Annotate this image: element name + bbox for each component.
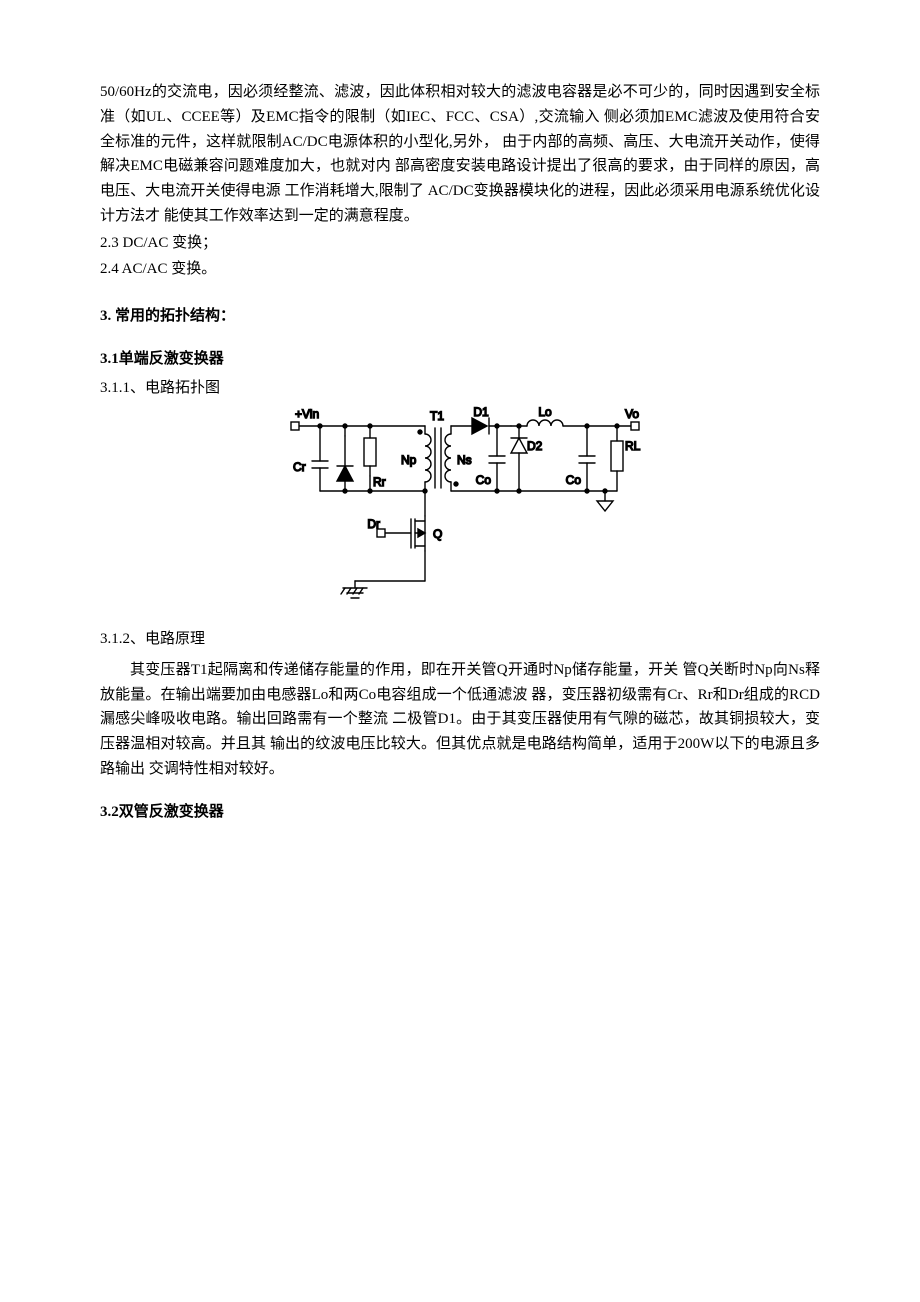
flyback-schematic-svg: +Vin Cr Rr — [265, 406, 655, 606]
circuit-diagram-3-1-1: +Vin Cr Rr — [100, 406, 820, 615]
label-d2: D2 — [527, 439, 543, 453]
heading-3: 3. 常用的拓扑结构： — [100, 304, 820, 329]
label-np: Np — [401, 453, 417, 467]
heading-3-2: 3.2双管反激变换器 — [100, 800, 820, 825]
heading-3-1-2: 3.1.2、电路原理 — [100, 627, 820, 652]
document-page: 50/60Hz的交流电，因必须经整流、滤波，因此体积相对较大的滤波电容器是必不可… — [0, 0, 920, 888]
paragraph-intro: 50/60Hz的交流电，因必须经整流、滤波，因此体积相对较大的滤波电容器是必不可… — [100, 80, 820, 229]
label-lo: Lo — [538, 406, 552, 419]
heading-3-1-1: 3.1.1、电路拓扑图 — [100, 376, 820, 401]
label-d1: D1 — [473, 406, 489, 419]
paragraph-3-1-2: 其变压器T1起隔离和传递储存能量的作用，即在开关管Q开通时Np储存能量，开关 管… — [100, 658, 820, 782]
heading-3-1: 3.1单端反激变换器 — [100, 347, 820, 372]
label-rl: RL — [625, 439, 641, 453]
label-ns: Ns — [457, 453, 472, 467]
label-cr: Cr — [293, 460, 306, 474]
label-rr: Rr — [373, 475, 386, 489]
label-vo: Vo — [625, 407, 639, 421]
line-2-4: 2.4 AC/AC 变换。 — [100, 257, 820, 282]
label-vin: +Vin — [295, 407, 319, 421]
label-co1: Co — [476, 473, 492, 487]
label-co2: Co — [566, 473, 582, 487]
label-q: Q — [433, 527, 442, 541]
label-t1: T1 — [430, 409, 444, 423]
line-2-3: 2.3 DC/AC 变换； — [100, 231, 820, 256]
